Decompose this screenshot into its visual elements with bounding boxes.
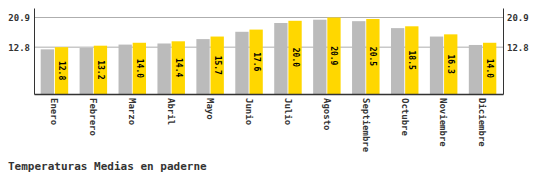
bar [94,46,107,94]
axis-line [503,9,504,95]
data-labels: 12.8 13.2 14.0 14.4 15.7 17.6 20.0 20.9 20.5 18.5… [57,46,494,80]
tick: Enero [49,94,59,125]
data-label: 14.0 [135,59,144,78]
y2-axis: 12.8 20.9 [503,9,529,95]
bar [133,43,146,94]
bar [352,21,365,94]
tick: Mayo [205,94,215,120]
tick: Agosto [322,94,332,131]
data-label: 20.5 [368,47,377,66]
tick-label: 12.8 [507,43,529,53]
tick-label: Octubre [400,98,410,137]
data-label: 18.5 [407,51,416,70]
bar [483,43,496,94]
data-label: 12.8 [57,61,66,80]
tick-label: Abril [166,98,176,125]
tick-label: Diciembre [477,98,487,147]
tick: Junio [244,94,254,125]
tick-label: Marzo [127,98,137,125]
tick-label: Junio [244,98,254,125]
bar [391,28,404,94]
bar [274,23,287,94]
axis-line [35,94,504,96]
tick-label: Mayo [205,98,215,120]
data-label: 17.6 [252,52,261,71]
bar [313,20,326,94]
bar-series [55,18,496,94]
x-axis: Enero Febrero Marzo Abril Mayo Junio Julio Agos… [35,94,504,153]
tick: Diciembre [477,94,487,147]
tick-label: 20.9 [507,13,529,23]
data-label: 13.2 [96,60,105,79]
chart: 12.8 13.2 14.0 14.4 15.7 17.6 20.0 20.9 20.5 18.5… [0,0,537,174]
data-label: 20.0 [291,48,300,67]
tick-label: 20.9 [8,13,30,23]
data-label: 15.7 [213,56,222,75]
grid-line [34,17,503,18]
tick: 20.9 [8,13,34,23]
bar [41,49,54,94]
bar [366,19,379,94]
data-label: 20.9 [329,46,338,65]
bar [172,41,185,94]
data-label: 14.4 [174,58,183,77]
bar [80,48,93,94]
axis-line [34,9,35,95]
bar [444,34,457,94]
tick: Febrero [88,94,98,136]
tick: Abril [166,94,176,125]
bar-series [41,20,482,94]
bar [430,37,443,94]
bar [119,45,132,94]
tick: Noviembre [438,94,448,147]
bar [157,43,170,94]
tick-label: Agosto [322,98,332,131]
data-label: 14.0 [485,59,494,78]
y-axis: 12.8 20.9 [8,9,34,95]
bar [55,47,68,94]
tick-label: Enero [49,98,59,125]
tick-label: Septiembre [361,98,371,153]
tick: Septiembre [361,94,371,153]
bar [211,37,224,94]
tick: Octubre [400,94,410,137]
bar [327,18,340,94]
bar [405,26,418,94]
tick: Julio [283,94,293,125]
bar [196,39,209,94]
tick: 20.9 [503,13,529,23]
bar [469,45,482,94]
tick-label: Julio [283,98,293,125]
tick: 12.8 [8,43,34,53]
tick-label: 12.8 [8,43,30,53]
tick-label: Noviembre [438,98,448,147]
bar [288,21,301,94]
bar [249,30,262,94]
bars [41,18,497,94]
data-label: 16.3 [446,55,455,74]
tick: Marzo [127,94,137,125]
bar [235,32,248,94]
title: Temperaturas Medias en paderne [8,160,207,173]
tick: 12.8 [503,43,529,53]
tick-label: Febrero [88,98,98,136]
